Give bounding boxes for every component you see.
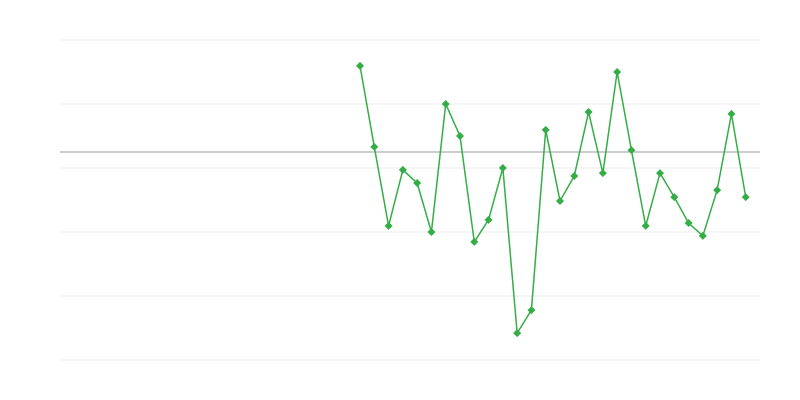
point-marker xyxy=(456,132,464,140)
point-marker xyxy=(541,125,550,134)
point-marker xyxy=(598,169,607,178)
point-marker xyxy=(613,68,622,76)
point-marker xyxy=(556,196,564,205)
point-marker xyxy=(527,306,536,315)
point-marker xyxy=(698,231,707,240)
point-marker xyxy=(498,164,507,172)
point-marker xyxy=(484,215,493,224)
point-marker xyxy=(727,109,736,118)
point-marker xyxy=(384,221,393,230)
point-marker xyxy=(413,179,422,188)
point-marker xyxy=(584,108,593,116)
point-marker xyxy=(513,329,522,338)
point-marker xyxy=(398,165,407,174)
point-marker xyxy=(370,142,379,151)
point-marker xyxy=(441,100,450,108)
point-marker xyxy=(741,193,750,202)
point-marker xyxy=(713,186,722,195)
point-marker xyxy=(641,221,650,230)
point-marker xyxy=(656,169,664,178)
series-line xyxy=(359,65,747,336)
point-marker xyxy=(356,61,364,70)
point-marker xyxy=(427,228,436,236)
point-marker xyxy=(627,146,636,155)
point-marker xyxy=(470,237,479,246)
point-marker xyxy=(684,219,693,228)
point-marker xyxy=(570,172,579,180)
point-marker xyxy=(670,193,679,202)
